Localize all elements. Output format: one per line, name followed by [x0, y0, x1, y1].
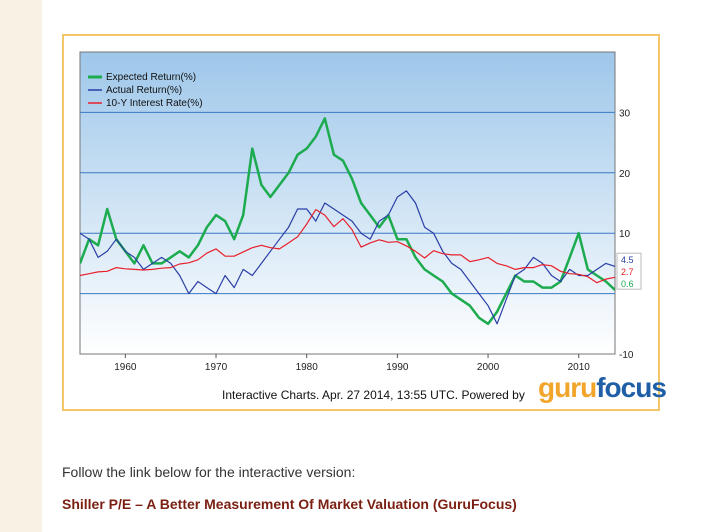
- series-line: [80, 209, 615, 284]
- article-page: 30 20 10 -10 1960 1970 1980 1990 2000 2010 4.5 2.7 0…: [42, 0, 727, 532]
- y-tick-label: 10: [619, 229, 631, 240]
- gurufocus-logo[interactable]: gurufocus: [538, 372, 667, 404]
- plot-area: [79, 51, 616, 355]
- logo-focus: focus: [596, 372, 667, 403]
- y-tick-label: -10: [619, 350, 634, 361]
- legend-label: Expected Return(%): [106, 72, 196, 83]
- last-value-label: 4.5: [621, 255, 634, 265]
- x-tick-label: 1970: [205, 362, 228, 373]
- last-value-box: [616, 252, 642, 290]
- series-line: [80, 117, 615, 326]
- article-link[interactable]: Shiller P/E – A Better Measurement Of Ma…: [62, 496, 517, 512]
- legend-label: Actual Return(%): [106, 85, 182, 96]
- y-tick-label: 20: [619, 169, 631, 180]
- last-value-label: 2.7: [621, 267, 634, 277]
- chart-frame: 30 20 10 -10 1960 1970 1980 1990 2000 2010 4.5 2.7 0…: [62, 34, 667, 411]
- x-tick-label: 1960: [114, 362, 137, 373]
- logo-guru: guru: [538, 372, 597, 403]
- series-group: [80, 117, 615, 326]
- x-tick-label: 1990: [386, 362, 409, 373]
- chart-caption: Interactive Charts. Apr. 27 2014, 13:55 …: [222, 388, 525, 402]
- y-tick-label: 30: [619, 108, 631, 119]
- follow-text: Follow the link below for the interactiv…: [62, 464, 356, 480]
- x-tick-label: 2010: [568, 362, 591, 373]
- x-tick-label: 1980: [296, 362, 319, 373]
- x-tick-label: 2000: [477, 362, 500, 373]
- legend-label: 10-Y Interest Rate(%): [106, 98, 203, 109]
- last-value-label: 0.6: [621, 279, 634, 289]
